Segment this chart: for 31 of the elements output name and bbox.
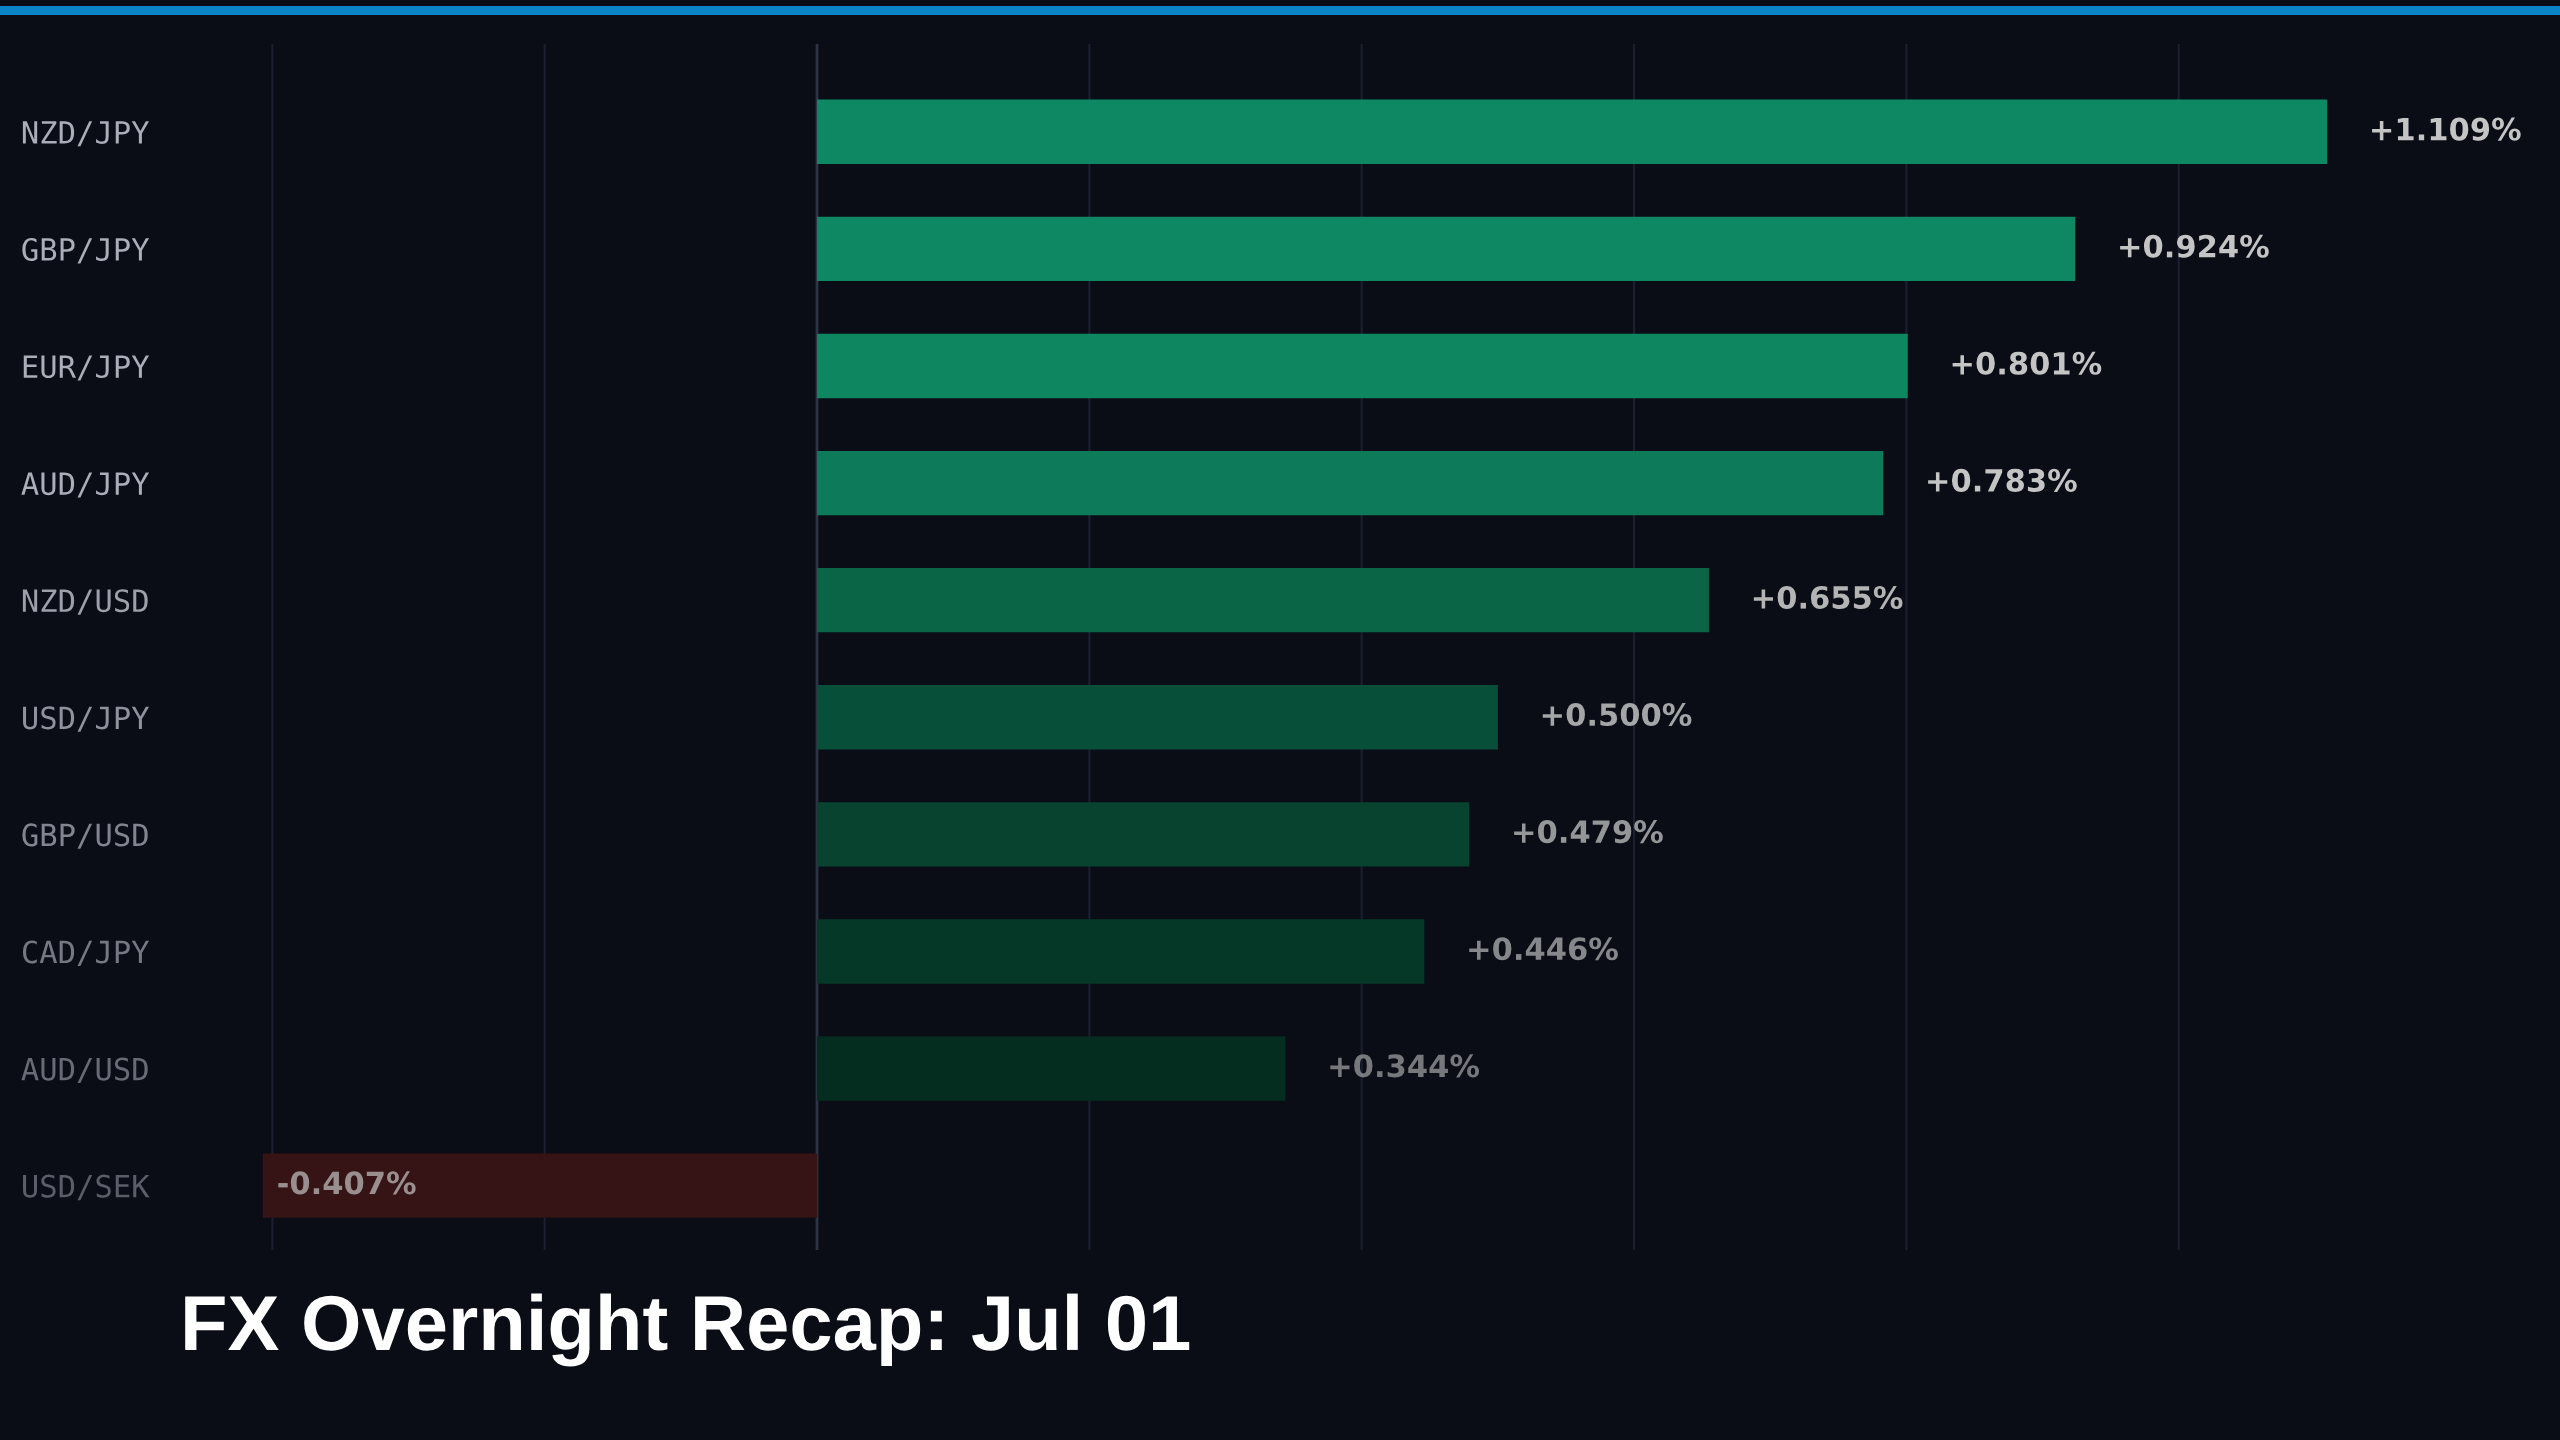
data-label: +0.783% <box>1928 468 2077 492</box>
y-tick-label: GBP/USD <box>22 823 148 849</box>
bar <box>817 919 1425 984</box>
y-tick-label: AUD/JPY <box>21 472 150 498</box>
bar <box>817 450 1884 516</box>
y-tick-label: GBP/JPY <box>22 237 150 264</box>
y-tick-label: USD/JPY <box>23 706 150 732</box>
data-label: +1.109% <box>2372 117 2521 141</box>
data-label: +0.446% <box>1469 937 1618 961</box>
bar <box>817 567 1709 633</box>
data-label: +0.655% <box>1753 585 1903 610</box>
data-label: +0.344% <box>1330 1054 1480 1078</box>
data-label: +0.924% <box>2120 234 2269 258</box>
bar <box>817 216 2076 282</box>
data-label: -0.407% <box>278 1171 416 1195</box>
y-tick-label: CAD/JPY <box>22 940 150 966</box>
data-label: +0.801% <box>1952 351 2102 375</box>
text: FX Overnight Recap: Jul 01 <box>185 1293 1190 1367</box>
data-label: +0.500% <box>1542 703 1692 727</box>
bar <box>262 1153 818 1218</box>
bar <box>817 685 1498 750</box>
y-tick-label: AUD/USD <box>21 1057 148 1084</box>
data-label: +0.479% <box>1514 820 1663 844</box>
bar <box>817 333 1908 399</box>
bar <box>817 802 1470 867</box>
bar <box>817 99 2328 165</box>
y-tick-label: NZD/USD <box>22 589 148 615</box>
y-tick-label: USD/SEK <box>23 1174 150 1201</box>
y-tick-label: NZD/JPY <box>22 121 150 147</box>
y-tick-label: EUR/JPY <box>23 355 150 381</box>
bar <box>817 1036 1286 1101</box>
